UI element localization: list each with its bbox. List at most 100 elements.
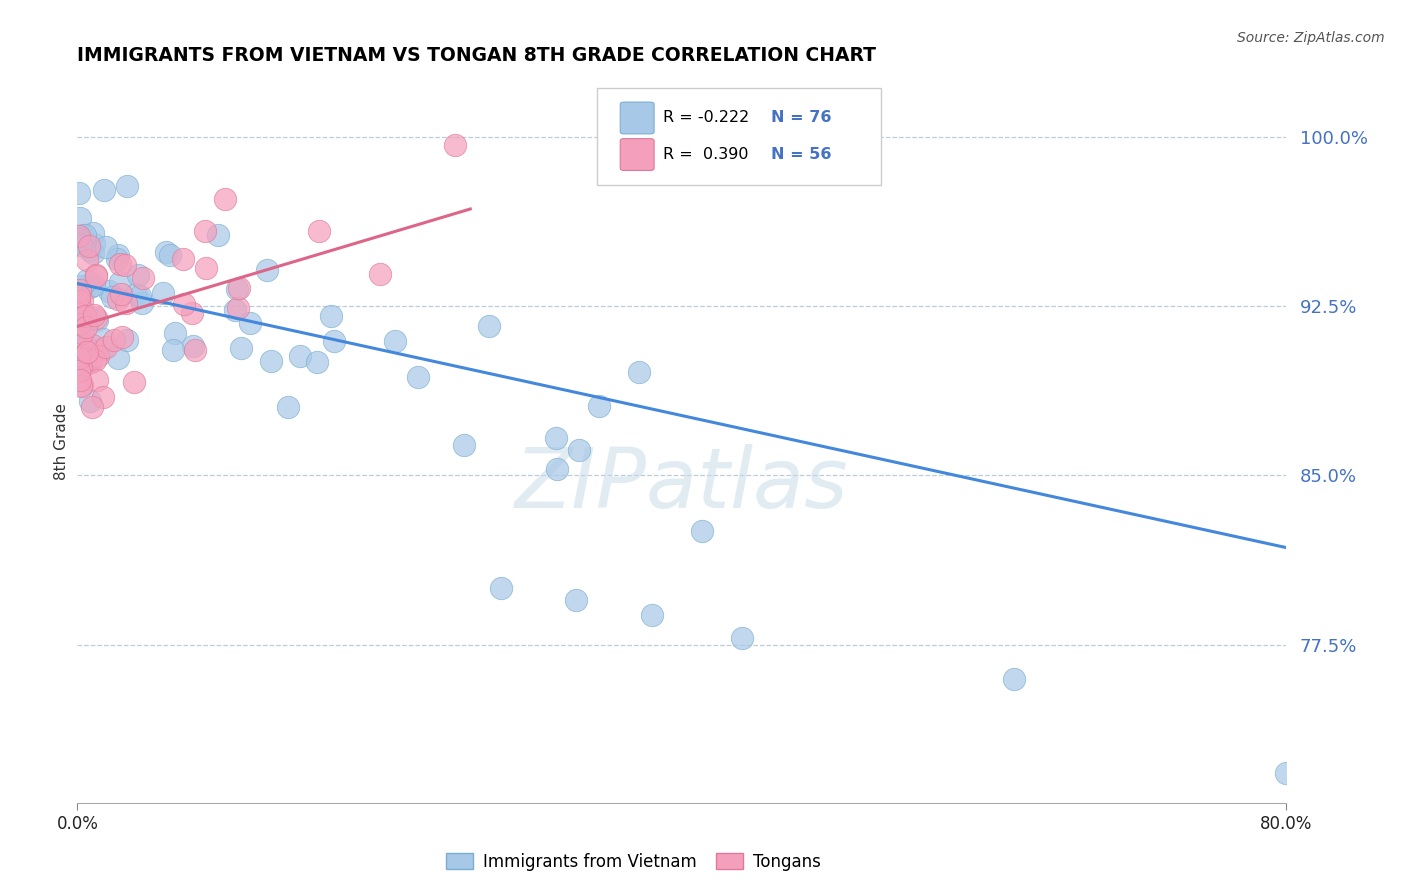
Point [70, 326, 93, 340]
Point [70, 227, 93, 242]
Point [79, 279, 101, 293]
Point [731, 631, 754, 645]
Point [83, 237, 105, 252]
Point [692, 524, 714, 538]
Point [76, 345, 98, 359]
Point [73, 335, 96, 350]
Point [80, 400, 103, 414]
Text: N = 76: N = 76 [772, 111, 832, 126]
Point [115, 333, 138, 347]
Point [207, 228, 229, 243]
Point [70, 237, 93, 252]
Point [80, 355, 103, 369]
Point [115, 295, 138, 310]
Point [260, 354, 283, 368]
Point [228, 281, 250, 295]
FancyBboxPatch shape [620, 102, 654, 134]
Text: R =  0.390: R = 0.390 [662, 147, 748, 162]
Point [110, 286, 132, 301]
Point [70, 378, 93, 392]
Point [67, 324, 90, 338]
Point [84, 268, 107, 283]
Point [478, 319, 501, 334]
Point [173, 297, 195, 311]
Point [131, 271, 153, 285]
Point [67, 186, 90, 201]
Text: Source: ZipAtlas.com: Source: ZipAtlas.com [1237, 31, 1385, 45]
Point [105, 252, 128, 266]
Point [125, 286, 148, 301]
Point [76, 273, 98, 287]
Point [107, 351, 129, 366]
Point [67, 307, 90, 321]
Point [67, 231, 90, 245]
Point [79, 393, 101, 408]
Point [86, 313, 108, 327]
Point [103, 333, 125, 347]
Point [444, 138, 467, 153]
Point [77, 277, 100, 292]
Point [122, 375, 145, 389]
Point [214, 193, 236, 207]
Point [67, 236, 90, 251]
Point [162, 343, 184, 358]
Point [152, 285, 174, 300]
Point [568, 443, 591, 458]
Point [94, 340, 117, 354]
Point [231, 341, 253, 355]
Point [384, 334, 406, 349]
FancyBboxPatch shape [620, 138, 654, 170]
Point [100, 290, 122, 304]
Point [86, 373, 108, 387]
Point [290, 349, 312, 363]
Point [91, 332, 114, 346]
Point [307, 355, 329, 369]
Point [79, 312, 101, 326]
Point [107, 247, 129, 261]
Point [323, 334, 346, 348]
Point [228, 301, 250, 315]
Point [159, 248, 181, 262]
Y-axis label: 8th Grade: 8th Grade [53, 403, 69, 480]
Point [72, 342, 94, 356]
Point [83, 308, 105, 322]
Point [82, 245, 104, 260]
Point [70, 361, 93, 376]
Point [588, 399, 610, 413]
Point [91, 390, 114, 404]
Point [79, 244, 101, 258]
Point [67, 364, 90, 378]
Point [641, 608, 664, 623]
Point [76, 356, 98, 370]
Point [489, 582, 512, 596]
Point [183, 343, 205, 357]
Point [80, 337, 103, 351]
Point [115, 179, 138, 194]
Point [86, 310, 108, 325]
Point [67, 351, 90, 365]
Point [546, 462, 568, 476]
Point [83, 277, 105, 292]
Point [239, 316, 262, 330]
Point [69, 283, 91, 297]
Point [70, 302, 93, 317]
Point [108, 275, 131, 289]
Point [77, 238, 100, 252]
Point [129, 288, 152, 302]
Point [93, 183, 115, 197]
Point [110, 257, 132, 271]
Text: N = 56: N = 56 [772, 147, 832, 162]
Point [70, 294, 93, 309]
Point [127, 268, 149, 282]
Point [75, 351, 97, 366]
Point [98, 284, 121, 298]
Point [69, 379, 91, 393]
Point [73, 309, 96, 323]
Point [155, 245, 177, 260]
Point [453, 438, 475, 452]
Point [181, 306, 204, 320]
Point [67, 294, 90, 309]
Point [86, 349, 108, 363]
Point [69, 373, 91, 387]
Point [111, 330, 134, 344]
